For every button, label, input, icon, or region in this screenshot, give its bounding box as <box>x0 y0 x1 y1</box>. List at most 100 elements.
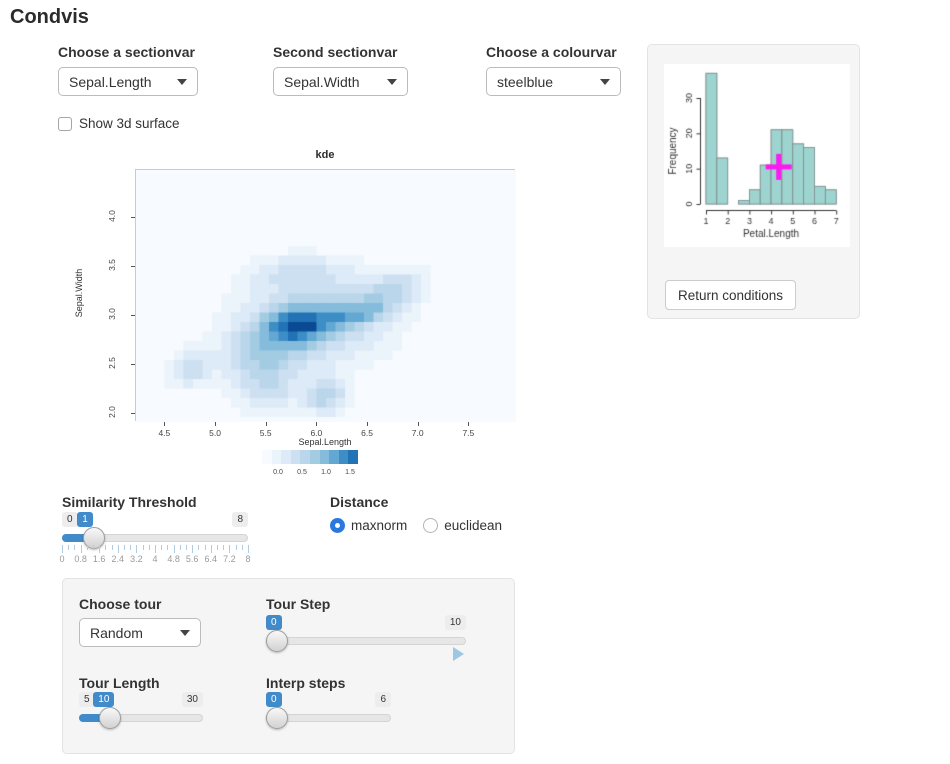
sectionvar2-group: Second sectionvar Sepal.Width <box>273 44 408 96</box>
colourvar-label: Choose a colourvar <box>486 44 617 60</box>
chevron-down-icon <box>600 78 610 85</box>
slider-grid-tick <box>179 545 181 550</box>
slider-min-label: 0 <box>62 512 78 527</box>
slider-grid-tick <box>142 545 144 550</box>
colourvar-group: Choose a colourvar steelblue <box>486 44 621 96</box>
slider-grid-tick <box>99 545 101 553</box>
interp-steps-slider: 6 0 <box>266 692 391 737</box>
tour-length-slider: 5 30 10 <box>79 692 203 737</box>
slider-grid-label: 7.2 <box>223 554 236 564</box>
slider-handle[interactable] <box>266 707 288 729</box>
x-axis-tick-label: 5.0 <box>209 428 221 438</box>
legend-color-cell <box>319 450 330 464</box>
slider-grid-label: 8 <box>245 554 251 564</box>
sectionvar2-select[interactable]: Sepal.Width <box>273 67 408 96</box>
sectionvar-group: Choose a sectionvar Sepal.Length <box>58 44 198 96</box>
slider-grid-label: 1.6 <box>92 554 106 564</box>
legend-color-cell <box>290 450 301 464</box>
x-axis-tick <box>417 422 419 426</box>
slider-grid-tick <box>192 545 194 553</box>
colourvar-value: steelblue <box>497 73 554 90</box>
y-axis-tick <box>131 315 135 317</box>
legend-color-cell <box>329 450 339 464</box>
slider-grid-label: 5.6 <box>185 554 199 564</box>
slider-grid-tick <box>173 545 175 553</box>
slider-min-label: 5 <box>79 692 95 707</box>
return-conditions-button[interactable]: Return conditions <box>665 280 797 310</box>
x-axis-tick-label: 7.5 <box>462 428 475 438</box>
kde-legend-strip <box>262 450 358 464</box>
x-axis-tick <box>367 422 369 426</box>
legend-tick-label: 1.0 <box>321 469 331 476</box>
slider-grid-tick <box>80 545 82 553</box>
y-axis-tick <box>131 266 135 268</box>
distance-label: Distance <box>330 494 389 510</box>
slider-handle[interactable] <box>266 630 288 652</box>
y-axis-tick-label: 2.5 <box>107 357 117 370</box>
slider-grid-tick <box>229 545 231 553</box>
tour-step-slider: 10 0 <box>266 615 466 660</box>
x-axis-tick-label: 6.5 <box>361 428 373 438</box>
slider-track[interactable] <box>266 637 466 645</box>
similarity-threshold-slider: 0 8 1 0 0.8 1.6 2.4 3.2 4 4.8 5.6 6.4 7.2 8 <box>59 512 251 570</box>
slider-value-label: 10 <box>93 692 115 707</box>
colourvar-select[interactable]: steelblue <box>486 67 621 96</box>
legend-color-cell <box>262 450 272 464</box>
x-axis-tick-label: 6.0 <box>310 428 323 438</box>
slider-value-label: 0 <box>266 615 282 630</box>
condition-histogram[interactable] <box>664 64 850 247</box>
slider-grid: 0 0.8 1.6 2.4 3.2 4 4.8 5.6 6.4 7.2 8 <box>59 545 251 567</box>
slider-grid-tick <box>148 545 150 550</box>
slider-grid-tick <box>186 545 187 550</box>
show-3d-surface-label: Show 3d surface <box>79 116 180 131</box>
chevron-down-icon <box>180 629 190 636</box>
slider-grid-tick <box>204 545 206 550</box>
x-axis-tick-label: 7.0 <box>411 428 424 438</box>
slider-handle[interactable] <box>99 707 122 729</box>
interp-steps-label: Interp steps <box>266 675 346 691</box>
slider-grid-tick <box>155 545 156 553</box>
slider-grid-tick <box>93 545 94 550</box>
slider-grid-tick <box>217 545 218 550</box>
slider-grid-label: 3.2 <box>130 554 143 564</box>
slider-max-label: 10 <box>444 615 466 630</box>
slider-value-label: 0 <box>266 692 282 707</box>
kde-x-axis-label: Sepal.Length <box>298 437 352 447</box>
x-axis-tick <box>215 422 217 426</box>
kde-plot-title: kde <box>315 149 335 161</box>
radio-euclidean-label: euclidean <box>444 518 503 533</box>
legend-tick-label: 0.0 <box>273 469 283 476</box>
sectionvar-select[interactable]: Sepal.Length <box>58 67 198 96</box>
radio-selected-icon[interactable] <box>330 518 345 533</box>
slider-grid-tick <box>62 545 63 553</box>
condition-histogram-canvas[interactable] <box>664 64 850 247</box>
legend-color-cell <box>309 450 320 464</box>
radio-maxnorm[interactable]: maxnorm <box>330 518 407 533</box>
slider-grid-tick <box>136 545 138 553</box>
slider-grid-label: 6.4 <box>204 554 218 564</box>
slider-grid-tick <box>210 545 212 553</box>
legend-color-cell <box>300 450 310 464</box>
play-icon[interactable] <box>453 647 464 661</box>
tour-step-label: Tour Step <box>266 596 331 612</box>
sectionvar2-label: Second sectionvar <box>273 44 398 60</box>
x-axis-tick-label: 5.5 <box>259 428 272 438</box>
slider-value-label: 1 <box>77 512 93 527</box>
tour-panel: Choose tour Random Tour Step 10 0 Tour L… <box>62 578 515 754</box>
sectionvar2-value: Sepal.Width <box>284 73 360 90</box>
page-title: Condvis <box>10 6 89 28</box>
chevron-down-icon <box>387 78 397 85</box>
slider-grid-tick <box>111 545 113 550</box>
slider-grid-tick <box>248 545 249 553</box>
condition-selector-panel: Return conditions <box>647 44 860 319</box>
y-axis-tick-label: 3.0 <box>107 308 117 321</box>
choose-tour-select[interactable]: Random <box>79 618 201 647</box>
radio-euclidean[interactable]: euclidean <box>423 518 502 533</box>
radio-unselected-icon[interactable] <box>423 518 439 533</box>
show-3d-surface-checkbox[interactable] <box>58 116 72 131</box>
slider-fill-bar <box>79 714 111 722</box>
legend-color-cell <box>281 450 291 464</box>
y-axis-tick-label: 3.5 <box>107 259 117 271</box>
slider-max-label: 8 <box>232 512 248 527</box>
